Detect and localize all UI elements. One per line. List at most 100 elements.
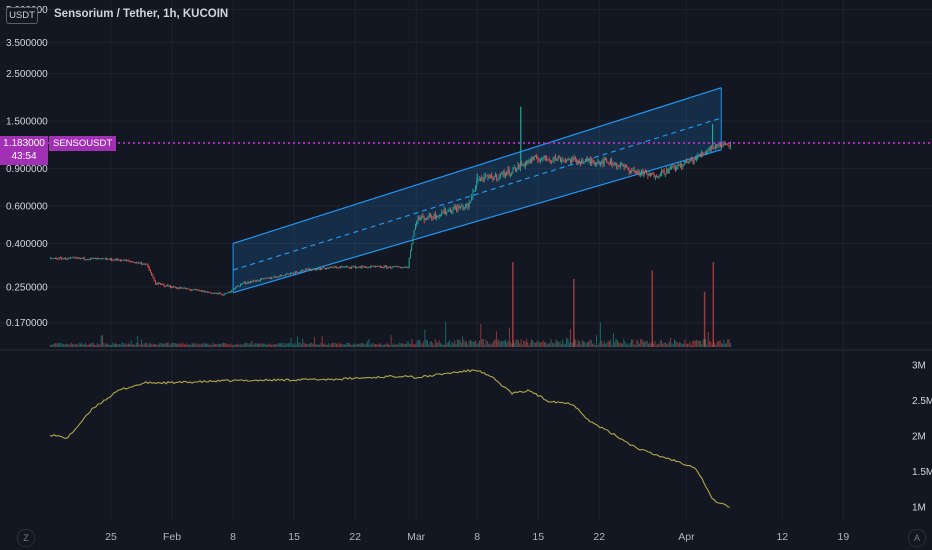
candle-body: [570, 159, 571, 163]
volume-bar: [429, 341, 431, 347]
volume-bar: [196, 344, 198, 347]
zoom-button[interactable]: Z: [17, 529, 35, 547]
volume-bar: [183, 344, 185, 347]
candle-body: [147, 263, 149, 267]
candle-body: [590, 159, 591, 163]
volume-bar: [369, 344, 371, 347]
candle-body: [395, 266, 396, 267]
volume-bar: [300, 344, 302, 347]
candle-body: [402, 267, 404, 268]
volume-bar: [642, 341, 644, 347]
candle-body: [231, 290, 233, 292]
volume-bar: [150, 343, 152, 347]
volume-bar: [191, 343, 193, 347]
volume-bar: [367, 340, 369, 347]
volume-bar: [460, 342, 462, 347]
volume-bar: [312, 344, 314, 347]
volume-bar: [430, 341, 432, 347]
candle-body: [261, 278, 263, 280]
volume-bar: [326, 344, 328, 347]
price-label: 1.183000 43:54: [0, 136, 48, 165]
volume-bar: [681, 344, 683, 347]
volume-bar: [624, 341, 626, 347]
candle-body: [243, 282, 245, 284]
time-axis[interactable]: 25 Feb 8 15 22 Mar 8 15 22 Apr 12 19: [105, 531, 849, 543]
volume-bar: [484, 344, 486, 347]
currency-badge[interactable]: USDT: [6, 7, 38, 24]
candle-body: [681, 164, 683, 168]
candle-body: [643, 171, 645, 175]
candle-body: [650, 173, 651, 176]
candle-body: [132, 261, 134, 263]
auto-scale-button[interactable]: A: [908, 529, 926, 547]
volume-bar: [336, 343, 337, 347]
volume-bar: [502, 340, 504, 347]
candle-body: [87, 259, 89, 261]
volume-bar: [723, 339, 725, 347]
volume-bar: [130, 340, 132, 347]
volume-bar: [576, 344, 578, 347]
volume-bar: [235, 344, 237, 347]
volume-bar: [104, 344, 106, 347]
volume-bar: [278, 343, 280, 347]
candle-body: [416, 222, 418, 225]
candle-body: [116, 258, 118, 261]
indicator-axis[interactable]: 3M 2.5M 2M 1.5M 1M: [912, 361, 932, 514]
volume-bar: [638, 343, 640, 347]
candle-body: [227, 291, 229, 294]
volume-bar: [324, 343, 326, 347]
volume-bar: [414, 344, 415, 347]
volume-bar: [706, 344, 708, 347]
candle-body: [568, 159, 570, 161]
candle-body: [71, 257, 73, 259]
volume-bar: [395, 344, 397, 347]
candle-body: [72, 257, 74, 259]
candle-body: [102, 258, 104, 260]
candle-body: [393, 266, 395, 268]
volume-bar: [362, 342, 363, 347]
volume-bar: [415, 343, 417, 347]
volume-bar: [371, 343, 373, 347]
candle-body: [630, 170, 631, 173]
candle-body: [705, 152, 706, 154]
volume-bar: [83, 344, 85, 347]
volume-bar: [588, 341, 590, 347]
candle-body: [682, 164, 684, 168]
candle-body: [193, 289, 195, 290]
candle-body: [323, 267, 325, 269]
candle-body: [233, 289, 235, 290]
volume-bar: [222, 342, 224, 347]
volume-bar: [74, 344, 76, 347]
volume-spike-bar: [512, 262, 514, 347]
time-tick-label: Feb: [163, 531, 181, 543]
volume-bar: [514, 342, 516, 347]
candle-body: [595, 163, 596, 165]
volume-bar: [399, 343, 401, 347]
volume-bar: [342, 344, 344, 347]
candle-body: [672, 165, 674, 168]
candle-body: [215, 293, 216, 294]
volume-bar: [408, 343, 410, 347]
candle-body: [170, 285, 171, 288]
candle-body: [212, 292, 214, 294]
volume-bar: [434, 339, 436, 347]
volume-bar: [592, 343, 594, 347]
candle-body: [553, 156, 555, 160]
time-tick-label: 12: [776, 531, 788, 543]
candle-body: [122, 259, 124, 261]
candle-body: [180, 287, 181, 289]
candle-body: [371, 266, 373, 268]
volume-bar: [53, 343, 55, 347]
volume-bar: [454, 339, 456, 347]
volume-bar: [230, 343, 232, 347]
volume-bar: [698, 340, 700, 347]
candle-body: [537, 158, 539, 161]
volume-bar: [597, 344, 599, 347]
volume-bar: [661, 340, 662, 347]
candle-body: [245, 282, 246, 284]
candle-body: [627, 166, 629, 170]
candle-body: [456, 207, 458, 211]
candle-body: [350, 267, 351, 269]
candle-body: [431, 216, 433, 218]
